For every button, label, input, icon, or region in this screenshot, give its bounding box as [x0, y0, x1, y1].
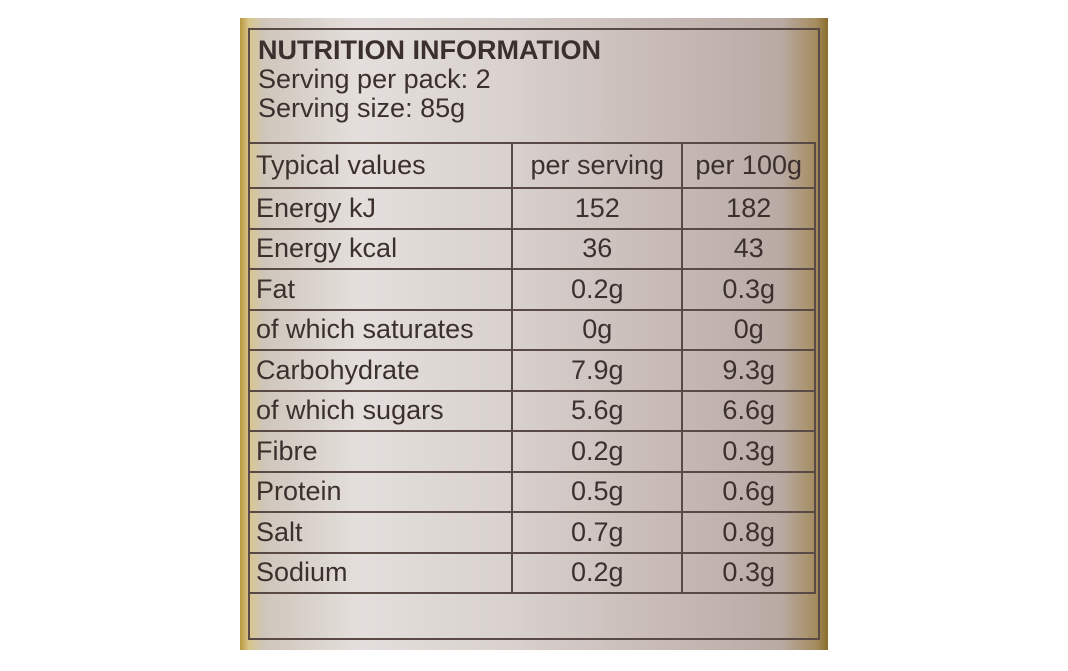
- table-cell: 0.3g: [681, 430, 816, 473]
- table-cell: Energy kJ: [247, 187, 514, 230]
- table-cell: 36: [511, 227, 684, 270]
- table-row: Fat 0.2g 0.3g: [247, 268, 816, 311]
- serving-line: Serving size: 85g: [258, 93, 466, 123]
- table-cell: 5.6g: [511, 389, 684, 432]
- table-cell: Salt: [247, 511, 514, 554]
- table-cell: 0.2g: [511, 430, 684, 473]
- table-cell: 0.3g: [681, 268, 816, 311]
- table-cell: 0.2g: [511, 268, 684, 311]
- table-cell: 9.3g: [681, 349, 816, 392]
- table-cell: 0g: [511, 308, 684, 351]
- table-cell: 0.3g: [681, 551, 816, 594]
- table-cell: Carbohydrate: [247, 349, 514, 392]
- table-cell: Sodium: [247, 551, 514, 594]
- column-header: per serving: [511, 142, 684, 189]
- table-cell: 0.5g: [511, 470, 684, 513]
- column-header: per 100g: [681, 142, 816, 189]
- table-cell: 43: [681, 227, 816, 270]
- table-row: Sodium 0.2g 0.3g: [247, 551, 816, 594]
- table-cell: 152: [511, 187, 684, 230]
- header-row: Typical values per serving per 100g: [247, 142, 816, 189]
- table-row: Salt 0.7g 0.8g: [247, 511, 816, 554]
- label-box: NUTRITION INFORMATION Serving per pack: …: [247, 28, 820, 640]
- table-cell: 0.6g: [681, 470, 816, 513]
- table-cell: 0.8g: [681, 511, 816, 554]
- table-cell: Energy kcal: [247, 227, 514, 270]
- nutrition-table: Typical values per serving per 100g Energy …: [247, 142, 816, 594]
- table-cell: 7.9g: [511, 349, 684, 392]
- table-row: Carbohydrate 7.9g 9.3g: [247, 349, 816, 392]
- table-cell: of which sugars: [247, 389, 514, 432]
- label-header: NUTRITION INFORMATION Serving per pack: …: [258, 36, 601, 123]
- table-row: of which sugars 5.6g 6.6g: [247, 389, 816, 432]
- table-row: of which saturates 0g 0g: [247, 308, 816, 351]
- table-row: Energy kJ 152 182: [247, 187, 816, 230]
- table-cell: 0.2g: [511, 551, 684, 594]
- serving-line: Serving per pack: 2: [258, 64, 491, 94]
- nutrition-label: NUTRITION INFORMATION Serving per pack: …: [240, 18, 828, 650]
- table-cell: 6.6g: [681, 389, 816, 432]
- title: NUTRITION INFORMATION: [258, 35, 601, 65]
- table-cell: Protein: [247, 470, 514, 513]
- table-cell: Fat: [247, 268, 514, 311]
- table-cell: 0g: [681, 308, 816, 351]
- table-cell: 0.7g: [511, 511, 684, 554]
- column-header: Typical values: [247, 142, 514, 189]
- table-row: Energy kcal 36 43: [247, 227, 816, 270]
- table-cell: 182: [681, 187, 816, 230]
- table-cell: of which saturates: [247, 308, 514, 351]
- table-row: Fibre 0.2g 0.3g: [247, 430, 816, 473]
- table-cell: Fibre: [247, 430, 514, 473]
- table-row: Protein 0.5g 0.6g: [247, 470, 816, 513]
